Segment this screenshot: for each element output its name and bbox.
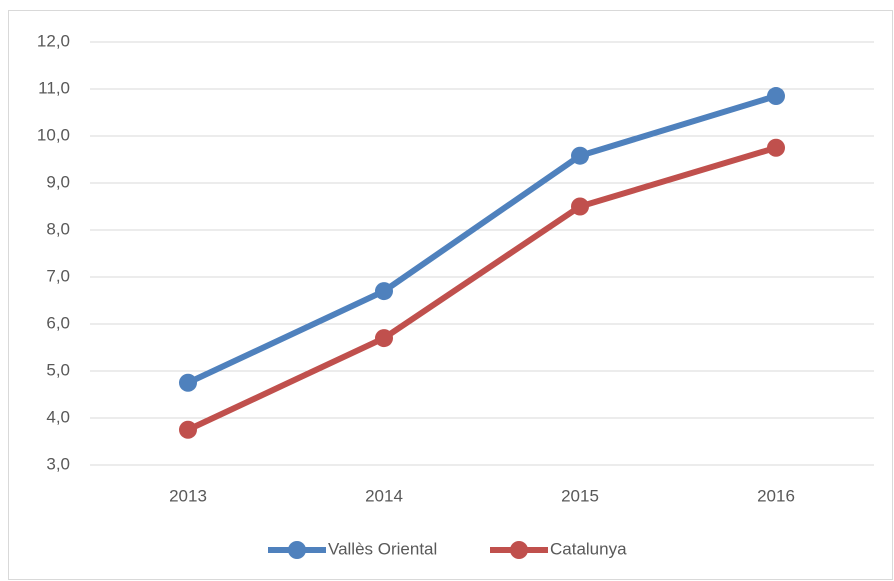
data-point [767,138,785,157]
x-tick-label: 2016 [757,486,795,505]
x-tick-label: 2014 [365,486,403,505]
legend-label: Catalunya [550,539,627,558]
x-tick-label: 2013 [169,486,207,505]
series-line [186,93,777,386]
data-point [179,373,197,392]
x-tick-label: 2015 [561,486,599,505]
data-point [179,420,197,439]
legend-label: Vallès Oriental [328,539,437,558]
data-point [375,282,393,301]
y-tick-label: 5,0 [46,360,70,379]
y-tick-label: 11,0 [38,78,70,97]
data-point [571,146,589,165]
y-tick-label: 9,0 [46,172,70,191]
y-tick-label: 3,0 [46,454,70,473]
data-point [767,87,785,106]
legend-marker [510,541,528,559]
data-point [375,329,393,348]
y-tick-label: 7,0 [46,266,70,285]
y-tick-label: 12,0 [37,31,70,50]
y-tick-label: 6,0 [46,313,70,332]
y-tick-label: 4,0 [46,407,70,426]
y-tick-label: 10,0 [37,125,70,144]
legend-marker [288,541,306,559]
series-line [186,144,777,433]
data-point [571,197,589,216]
y-tick-label: 8,0 [46,219,70,238]
